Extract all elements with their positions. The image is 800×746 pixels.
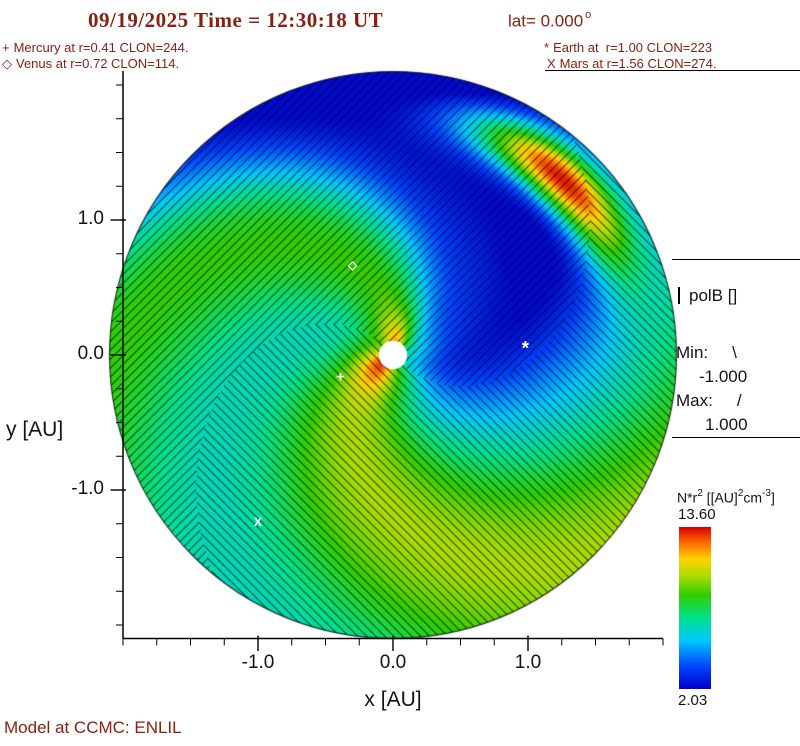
polb-title: polB [] <box>689 286 738 305</box>
colorbar-max-value: 13.60 <box>678 506 716 523</box>
colorbar-quantity-label: N*r2 [[AU]2cm-3] <box>677 489 800 506</box>
mercury-symbol: + <box>2 40 10 55</box>
x-tick-label: -1.0 <box>241 652 275 673</box>
polb-min-row: Min: \ <box>676 343 737 363</box>
mars-symbol: X <box>547 56 556 71</box>
mercury-marker: + <box>335 368 345 386</box>
legend-divider-line <box>545 70 800 71</box>
legend-earth-label: Earth at r=1.00 CLON=223 <box>553 40 713 55</box>
venus-marker: ◇ <box>347 257 358 272</box>
mars-marker: X <box>253 515 263 530</box>
nr2-part: N*r <box>677 489 698 506</box>
legend-mars: X Mars at r=1.56 CLON=274. <box>547 56 716 71</box>
max-label: Max: <box>676 391 713 410</box>
y-axis-label: y [AU] <box>6 418 64 441</box>
panel-rule-top <box>672 259 800 260</box>
y-tick-label: 1.0 <box>77 208 104 229</box>
colorbar <box>679 527 711 689</box>
polb-max-row: Max: / <box>676 391 742 411</box>
nr2-part: ] <box>770 489 775 506</box>
legend-venus-label: Venus at r=0.72 CLON=114. <box>16 56 180 71</box>
line-sample-icon <box>678 287 680 304</box>
y-tick-label: 0.0 <box>77 343 104 364</box>
nr2-sup: 2 <box>737 489 744 499</box>
min-label: Min: <box>676 343 709 362</box>
earth-symbol: * <box>544 40 550 55</box>
legend-mars-label: Mars at r=1.56 CLON=274. <box>559 56 717 71</box>
y-tick-label: -1.0 <box>71 478 104 499</box>
degree-symbol: o <box>585 9 592 21</box>
positive-hatch-icon: / <box>736 391 742 410</box>
lat-value: lat= 0.000 <box>508 11 584 31</box>
model-credit-label: Model at CCMC: ENLIL <box>4 718 182 737</box>
earth-marker: * <box>521 338 529 360</box>
x-axis-label: x [AU] <box>364 688 422 711</box>
nr2-sup: 2 <box>697 489 703 499</box>
venus-symbol: ◇ <box>2 56 12 71</box>
legend-mercury-label: Mercury at r=0.41 CLON=244. <box>13 40 189 55</box>
legend-venus: ◇ Venus at r=0.72 CLON=114. <box>2 56 179 72</box>
polb-max-value: 1.000 <box>705 415 748 434</box>
colorbar-min-value: 2.03 <box>678 692 708 709</box>
nr2-sup: -3 <box>762 489 771 499</box>
nr2-part: [[AU] <box>702 489 738 506</box>
polb-legend-row: polB [] <box>678 286 737 306</box>
legend-mercury: + Mercury at r=0.41 CLON=244. <box>2 40 188 55</box>
negative-hatch-icon: \ <box>732 343 737 362</box>
polb-min-value: -1.000 <box>699 367 748 386</box>
plot-title-latitude: lat= 0.000 o <box>508 9 592 32</box>
nr2-part: cm <box>743 489 763 506</box>
legend-earth: * Earth at r=1.00 CLON=223 <box>544 40 712 55</box>
x-tick-label: 1.0 <box>514 652 542 673</box>
plot-title-datetime: 09/19/2025 Time = 12:30:18 UT <box>88 8 384 32</box>
panel-rule-bottom <box>672 437 800 438</box>
x-tick-label: 0.0 <box>379 652 407 673</box>
